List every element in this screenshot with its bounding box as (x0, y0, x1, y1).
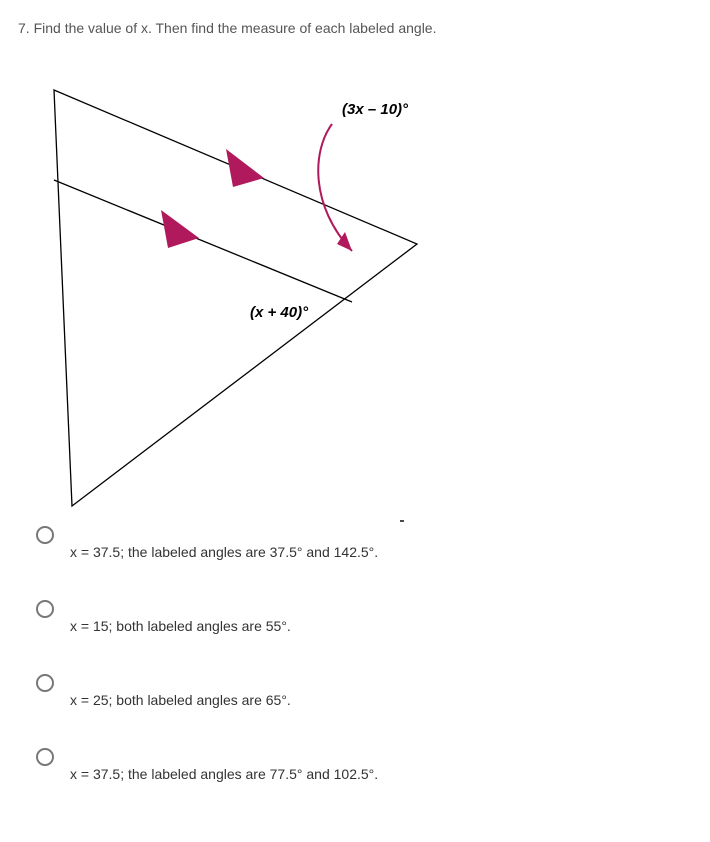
option-a[interactable]: x = 37.5; the labeled angles are 37.5° a… (36, 526, 692, 560)
inner-parallel-line (54, 180, 352, 302)
option-d-text: x = 37.5; the labeled angles are 77.5° a… (70, 766, 378, 782)
radio-icon[interactable] (36, 674, 54, 692)
option-c[interactable]: x = 25; both labeled angles are 65°. (36, 674, 692, 708)
radio-icon[interactable] (36, 600, 54, 618)
parallel-arrow-top-icon (226, 149, 264, 187)
geometry-figure: (3x – 10)° (x + 40)° (32, 56, 452, 496)
option-d[interactable]: x = 37.5; the labeled angles are 77.5° a… (36, 748, 692, 782)
parallel-arrow-inner-icon (161, 210, 199, 248)
question-number: 7. (18, 20, 30, 36)
option-c-text: x = 25; both labeled angles are 65°. (70, 692, 291, 708)
angle-arc (318, 124, 352, 251)
option-b-text: x = 15; both labeled angles are 55°. (70, 618, 291, 634)
angle-label-bottom: (x + 40)° (250, 304, 308, 321)
option-a-text: x = 37.5; the labeled angles are 37.5° a… (70, 544, 378, 560)
answer-options: x = 37.5; the labeled angles are 37.5° a… (18, 526, 692, 782)
angle-label-top: (3x – 10)° (342, 101, 408, 118)
angle-label-bottom-text: (x + 40)° (250, 304, 308, 321)
question-text: 7. Find the value of x. Then find the me… (18, 20, 692, 36)
option-b[interactable]: x = 15; both labeled angles are 55°. (36, 600, 692, 634)
angle-label-top-text: (3x – 10)° (342, 101, 408, 118)
figure-svg (32, 56, 452, 511)
outer-triangle (54, 90, 417, 506)
caret-mark (400, 520, 404, 522)
radio-icon[interactable] (36, 526, 54, 544)
radio-icon[interactable] (36, 748, 54, 766)
question-body: Find the value of x. Then find the measu… (34, 20, 437, 36)
